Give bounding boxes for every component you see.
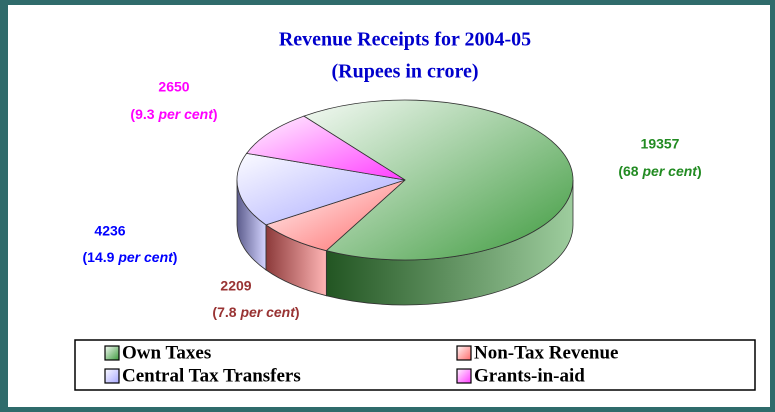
legend-label: Non-Tax Revenue: [474, 342, 618, 363]
pie-slice: [236, 152, 406, 226]
data-label: 4236: [94, 223, 125, 239]
legend-label: Central Tax Transfers: [122, 365, 301, 386]
legend-swatch: [104, 345, 120, 361]
data-label: 2209: [220, 278, 251, 294]
legend-label: Grants-in-aid: [474, 365, 585, 386]
legend-swatch: [456, 368, 472, 384]
legend-label: Own Taxes: [122, 342, 211, 363]
percent-label: (9.3 per cent): [130, 106, 217, 122]
pie-tops: [236, 99, 574, 261]
legend-box: [74, 339, 756, 391]
chart-subtitle: (Rupees in crore): [331, 61, 478, 83]
data-label: 19357: [641, 136, 680, 152]
legend-swatch: [456, 345, 472, 361]
chart-title: Revenue Receipts for 2004-05: [279, 29, 531, 51]
pie-slice: [245, 115, 406, 181]
data-label: 2650: [158, 79, 189, 95]
percent-label: (68 per cent): [618, 163, 701, 179]
pie-slice: [302, 99, 574, 261]
percent-label: (14.9 per cent): [83, 249, 178, 265]
percent-label: (7.8 per cent): [212, 304, 299, 320]
legend-swatch: [104, 368, 120, 384]
